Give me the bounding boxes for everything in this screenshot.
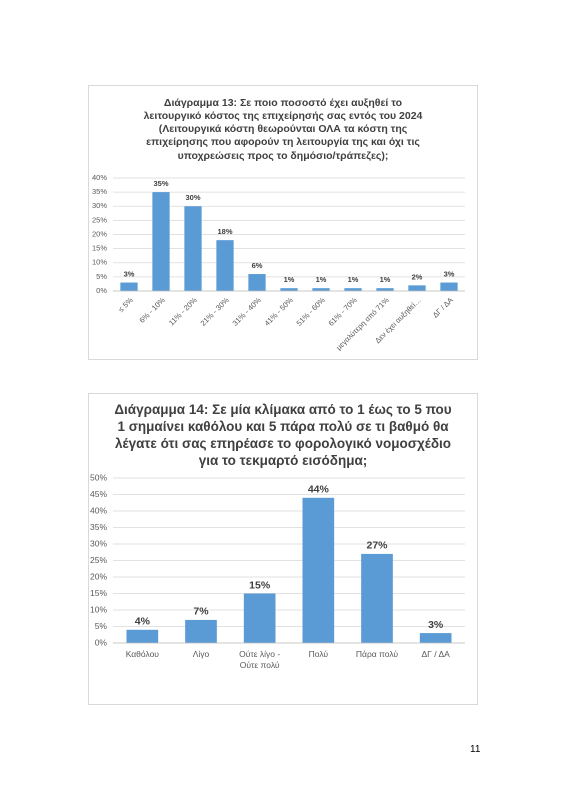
chart-title: Διάγραμμα 14: Σε μία κλίμακα από το 1 έω… <box>114 402 452 468</box>
x-tick-label: 31% - 40% <box>231 295 264 328</box>
y-tick-label: 30% <box>92 201 107 210</box>
y-tick-label: 10% <box>92 258 107 267</box>
page-number: 11 <box>470 744 481 755</box>
x-tick-label: Καθόλου <box>125 649 159 659</box>
value-label: 15% <box>249 579 271 591</box>
value-label: 1% <box>316 275 327 284</box>
bar <box>184 206 202 291</box>
y-tick-label: 0% <box>95 637 108 647</box>
y-tick-label: 5% <box>96 272 107 281</box>
y-tick-label: 40% <box>90 505 107 515</box>
value-label: 30% <box>185 193 200 202</box>
value-label: 35% <box>153 179 168 188</box>
value-label: 4% <box>135 616 151 628</box>
y-tick-label: 35% <box>92 187 107 196</box>
x-tick-label: Ούτε λίγο - Ούτε πολύ <box>239 649 281 671</box>
bar <box>302 497 335 643</box>
bar <box>185 619 217 643</box>
y-tick-label: 20% <box>90 571 107 581</box>
y-tick-label: 50% <box>90 472 107 482</box>
bar <box>243 593 276 643</box>
bar <box>419 633 452 643</box>
x-tick-label: Πάρα πολύ <box>355 649 399 659</box>
x-tick-label: 61% - 70% <box>327 295 360 328</box>
chart-title: Διάγραμμα 13: Σε ποιο ποσοστό έχει αυξηθ… <box>143 97 423 162</box>
value-label: 3% <box>124 270 135 279</box>
bar <box>126 629 159 643</box>
y-tick-label: 25% <box>90 555 107 565</box>
value-label: 1% <box>284 275 295 284</box>
bar <box>440 282 458 291</box>
y-tick-label: 25% <box>92 215 107 224</box>
value-label: 7% <box>193 606 209 618</box>
x-tick-label: 41% - 50% <box>263 295 296 328</box>
y-tick-label: 35% <box>90 522 107 532</box>
value-label: 27% <box>366 540 388 552</box>
value-label: 3% <box>428 619 444 631</box>
value-label: 18% <box>217 227 232 236</box>
x-tick-label: 21% - 30% <box>199 295 232 328</box>
x-tick-label: ≤ 5% <box>116 295 135 314</box>
value-label: 44% <box>308 484 330 496</box>
x-tick-label: Πολύ <box>308 649 329 659</box>
y-tick-label: 30% <box>90 538 107 548</box>
bar <box>216 240 234 291</box>
x-tick-label: 11% - 20% <box>167 295 199 327</box>
value-label: 1% <box>380 275 391 284</box>
bar <box>120 282 138 291</box>
x-tick-label: 51% - 60% <box>295 295 328 328</box>
y-tick-label: 15% <box>92 244 107 253</box>
x-tick-label: 6% - 10% <box>137 295 167 325</box>
y-tick-label: 5% <box>95 621 108 631</box>
bar <box>361 553 393 643</box>
bar <box>408 285 426 291</box>
chart-frame <box>88 393 478 705</box>
y-tick-label: 40% <box>92 173 107 182</box>
x-tick-label: μεγαλύτερη από 71% <box>334 295 391 352</box>
y-tick-label: 20% <box>92 229 107 238</box>
bar <box>344 288 362 291</box>
value-label: 2% <box>412 272 423 281</box>
bar <box>312 288 330 291</box>
value-label: 6% <box>252 261 263 270</box>
y-tick-label: 45% <box>90 489 107 499</box>
bar <box>280 288 298 291</box>
y-tick-label: 15% <box>90 588 107 598</box>
value-label: 3% <box>444 270 455 279</box>
x-tick-label: ΔΓ / ΔΑ <box>431 295 455 319</box>
x-tick-label: ΔΓ / ΔΑ <box>421 649 450 659</box>
bar <box>152 192 170 291</box>
bar <box>248 274 266 291</box>
y-tick-label: 0% <box>96 286 107 295</box>
y-tick-label: 10% <box>90 604 107 614</box>
bar <box>376 288 394 291</box>
x-tick-label: Λίγο <box>192 649 210 659</box>
value-label: 1% <box>348 275 359 284</box>
chart-frame <box>88 85 478 360</box>
